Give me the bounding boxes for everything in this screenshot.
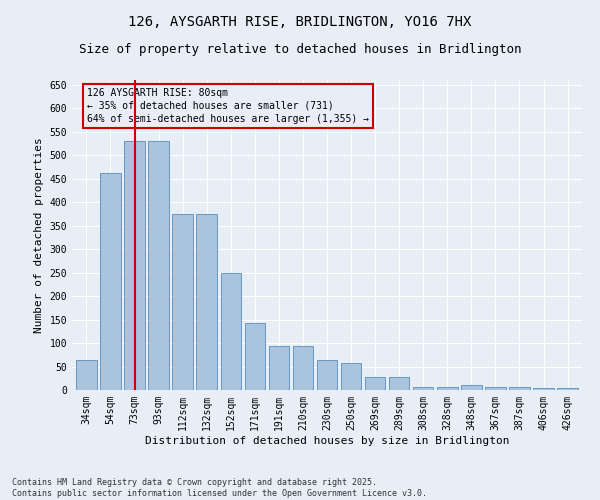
Bar bbox=[317, 360, 337, 390]
Bar bbox=[557, 388, 578, 390]
Bar bbox=[269, 346, 289, 390]
Bar bbox=[76, 360, 97, 390]
Bar bbox=[172, 214, 193, 390]
Bar bbox=[341, 363, 361, 390]
Bar bbox=[293, 346, 313, 390]
Bar bbox=[148, 141, 169, 390]
Bar bbox=[509, 386, 530, 390]
Bar bbox=[461, 386, 482, 390]
Bar bbox=[437, 386, 458, 390]
Bar bbox=[196, 214, 217, 390]
Bar bbox=[485, 386, 506, 390]
Text: Size of property relative to detached houses in Bridlington: Size of property relative to detached ho… bbox=[79, 42, 521, 56]
Text: Contains HM Land Registry data © Crown copyright and database right 2025.
Contai: Contains HM Land Registry data © Crown c… bbox=[12, 478, 427, 498]
Bar bbox=[124, 141, 145, 390]
Bar bbox=[389, 377, 409, 390]
Bar bbox=[365, 377, 385, 390]
Y-axis label: Number of detached properties: Number of detached properties bbox=[34, 137, 44, 333]
Text: 126, AYSGARTH RISE, BRIDLINGTON, YO16 7HX: 126, AYSGARTH RISE, BRIDLINGTON, YO16 7H… bbox=[128, 15, 472, 29]
Bar bbox=[100, 172, 121, 390]
Bar bbox=[221, 272, 241, 390]
Bar bbox=[245, 324, 265, 390]
Text: 126 AYSGARTH RISE: 80sqm
← 35% of detached houses are smaller (731)
64% of semi-: 126 AYSGARTH RISE: 80sqm ← 35% of detach… bbox=[88, 88, 370, 124]
X-axis label: Distribution of detached houses by size in Bridlington: Distribution of detached houses by size … bbox=[145, 436, 509, 446]
Bar bbox=[533, 388, 554, 390]
Bar bbox=[413, 386, 433, 390]
